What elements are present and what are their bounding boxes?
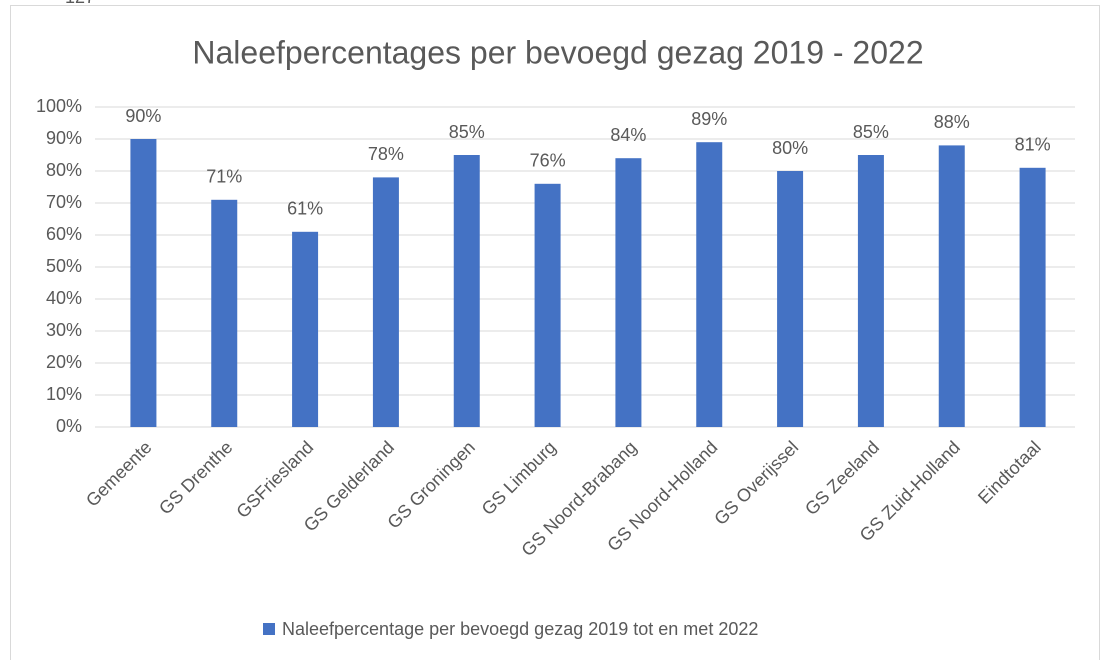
y-tick-label: 60% [46,224,82,244]
data-label: 71% [206,167,242,187]
bar [130,139,157,427]
y-tick-label: 0% [56,416,82,436]
data-label: 84% [610,125,646,145]
y-tick-label: 30% [46,320,82,340]
y-tick-label: 90% [46,128,82,148]
bar [534,183,561,427]
data-label: 90% [125,106,161,126]
chart-title: Naleefpercentages per bevoegd gezag 2019… [192,34,923,70]
data-label: 80% [772,138,808,158]
data-label: 81% [1015,135,1051,155]
bar [1019,167,1046,428]
data-label: 76% [530,151,566,171]
bar [453,155,480,427]
bar [615,158,642,427]
legend-swatch [263,623,275,635]
bar [938,145,965,427]
data-label: 85% [853,122,889,142]
bar [292,231,319,427]
y-tick-label: 40% [46,288,82,308]
data-label: 61% [287,199,323,219]
y-tick-label: 80% [46,160,82,180]
data-label: 89% [691,109,727,129]
bar [857,155,884,427]
y-tick-label: 70% [46,192,82,212]
page-number: 127 [65,0,95,7]
bar [372,177,399,427]
data-label: 78% [368,144,404,164]
bar [696,142,723,427]
legend-label: Naleefpercentage per bevoegd gezag 2019 … [282,619,758,639]
bar [777,171,804,427]
y-tick-label: 10% [46,384,82,404]
y-tick-label: 100% [36,96,82,116]
y-tick-label: 50% [46,256,82,276]
data-label: 88% [934,112,970,132]
y-tick-label: 20% [46,352,82,372]
bar [211,199,238,427]
data-label: 85% [449,122,485,142]
